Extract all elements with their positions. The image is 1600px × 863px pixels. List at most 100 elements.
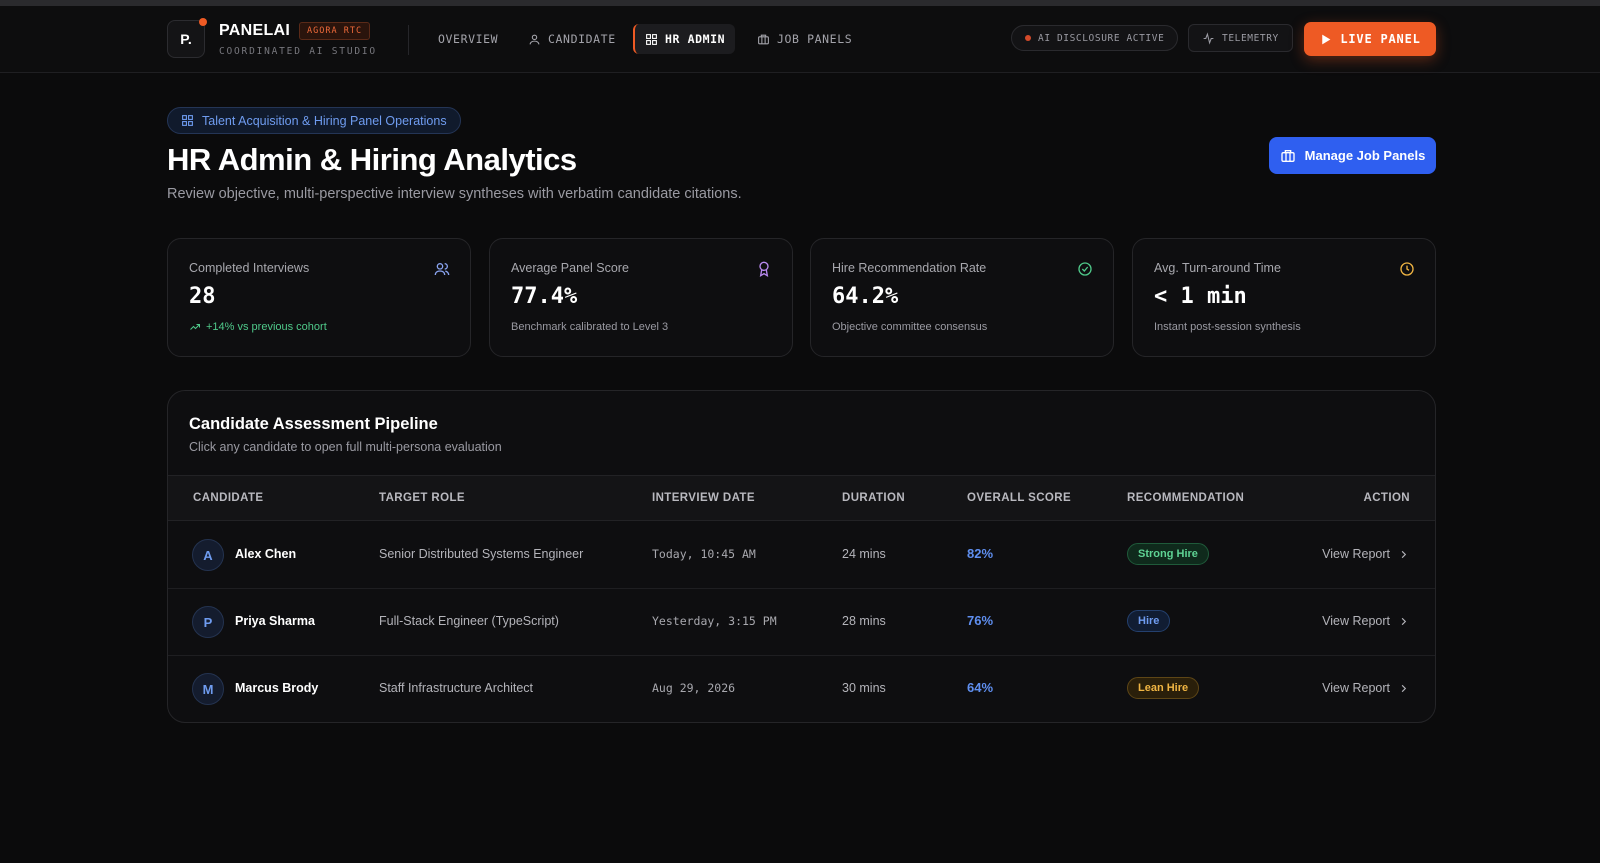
nav-candidate-label: CANDIDATE [548,32,616,46]
view-report-label: View Report [1322,614,1390,628]
stat-card-hire-recommendation-rate: Hire Recommendation Rate 64.2% Objective… [810,238,1114,357]
telemetry-button[interactable]: TELEMETRY [1188,24,1293,52]
target-role: Full-Stack Engineer (TypeScript) [379,614,559,628]
trending-up-icon [190,324,200,330]
candidate-name: Alex Chen [235,547,297,561]
stat-card-turnaround-time: Avg. Turn-around Time < 1 min Instant po… [1132,238,1436,357]
table-row[interactable]: P Priya Sharma Full-Stack Engineer (Type… [168,589,1435,656]
disclosure-dot [1025,35,1031,41]
view-report-link[interactable]: View Report [1322,681,1409,695]
view-report-label: View Report [1322,681,1390,695]
column-header-recommendation: RECOMMENDATION [1127,492,1245,504]
stat-trend: +14% vs previous cohort [189,321,327,333]
pipeline-title: Candidate Assessment Pipeline [189,415,438,433]
live-panel-button[interactable]: LIVE PANEL [1304,22,1436,56]
nav-overview-label: OVERVIEW [438,32,499,46]
view-report-link[interactable]: View Report [1322,614,1409,628]
duration: 30 mins [842,681,886,695]
column-header-action: ACTION [1363,492,1410,504]
nav-overview[interactable]: OVERVIEW [428,24,508,54]
column-header-candidate: CANDIDATE [193,492,264,504]
manage-job-panels-label: Manage Job Panels [1304,148,1426,163]
stat-label: Average Panel Score [511,261,629,275]
stat-card-completed-interviews: Completed Interviews 28 +14% vs previous… [167,238,471,357]
view-report-label: View Report [1322,547,1390,561]
interview-date: Aug 29, 2026 [652,681,736,695]
recommendation-badge: Hire [1127,610,1171,632]
live-panel-label: LIVE PANEL [1340,32,1421,46]
stat-value: 28 [189,284,216,309]
stat-foot: Benchmark calibrated to Level 3 [511,321,669,333]
chevron-right-icon [1401,617,1407,625]
logo[interactable]: P. [167,18,207,58]
interview-date: Yesterday, 3:15 PM [652,614,777,628]
chevron-right-icon [1401,684,1407,692]
nav-hr-admin-label: HR ADMIN [665,32,726,46]
top-strip [0,0,1600,6]
stat-value: 64.2% [832,284,899,309]
recommendation-badge: Lean Hire [1127,677,1200,699]
nav-job-panels-label: JOB PANELS [777,32,853,46]
users-icon [434,263,450,276]
stat-value: 77.4% [511,284,578,309]
column-header-target-role: TARGET ROLE [379,492,465,504]
brand-name: PANELAI [219,22,291,39]
column-header-interview-date: INTERVIEW DATE [652,492,755,504]
breadcrumb-label: Talent Acquisition & Hiring Panel Operat… [202,113,447,128]
award-icon [759,261,769,277]
manage-job-panels-button[interactable]: Manage Job Panels [1269,137,1436,174]
candidate-pipeline-card: Candidate Assessment Pipeline Click any … [167,390,1436,723]
clock-icon [1400,262,1414,276]
brand-tag: AGORA RTC [299,22,371,40]
logo-text: P. [180,31,192,47]
candidate-name: Marcus Brody [235,681,319,695]
stat-foot: Objective committee consensus [832,321,988,333]
page-title: HR Admin & Hiring Analytics [167,142,577,177]
stat-label: Avg. Turn-around Time [1154,261,1281,275]
table-row[interactable]: M Marcus Brody Staff Infrastructure Arch… [168,656,1435,722]
telemetry-label: TELEMETRY [1222,32,1279,44]
stat-label: Hire Recommendation Rate [832,261,987,275]
ai-disclosure-pill[interactable]: AI DISCLOSURE ACTIVE [1011,25,1179,51]
grid-icon [646,33,657,45]
table-row[interactable]: A Alex Chen Senior Distributed Systems E… [168,522,1435,589]
stat-value: < 1 min [1154,284,1247,309]
stat-card-average-panel-score: Average Panel Score 77.4% Benchmark cali… [489,238,793,357]
logo-status-dot [199,18,207,26]
column-header-duration: DURATION [842,492,906,504]
table-header: CANDIDATE TARGET ROLE INTERVIEW DATE DUR… [168,475,1435,521]
stat-foot-text: +14% vs previous cohort [206,321,327,333]
column-header-overall-score: OVERALL SCORE [967,492,1072,504]
duration: 24 mins [842,547,886,561]
overall-score: 76% [967,613,994,628]
briefcase-icon [758,34,769,44]
top-navbar: P. PANELAI AGORA RTC COORDINATED AI STUD… [0,6,1600,73]
nav-job-panels[interactable]: JOB PANELS [747,24,862,54]
avatar: A [192,539,224,571]
stat-foot: Instant post-session synthesis [1154,321,1301,333]
avatar: P [192,606,224,638]
target-role: Staff Infrastructure Architect [379,681,534,695]
nav-candidate[interactable]: CANDIDATE [518,24,626,54]
candidate-name: Priya Sharma [235,614,315,628]
breadcrumb: Talent Acquisition & Hiring Panel Operat… [167,107,461,134]
overall-score: 64% [967,680,994,695]
view-report-link[interactable]: View Report [1322,547,1409,561]
duration: 28 mins [842,614,886,628]
interview-date: Today, 10:45 AM [652,547,756,561]
avatar: M [192,673,224,705]
brand-subtitle: COORDINATED AI STUDIO [219,46,377,57]
check-circle-icon [1078,262,1092,276]
chevron-right-icon [1401,550,1407,558]
ai-disclosure-label: AI DISCLOSURE ACTIVE [1038,32,1165,44]
overall-score: 82% [967,546,994,561]
stat-label: Completed Interviews [189,261,310,275]
nav-hr-admin[interactable]: HR ADMIN [633,24,736,54]
target-role: Senior Distributed Systems Engineer [379,547,584,561]
pipeline-subtitle: Click any candidate to open full multi-p… [189,440,502,454]
page-subtitle: Review objective, multi-perspective inte… [167,186,742,202]
grid-icon [182,115,193,126]
nav-divider [408,25,409,55]
user-icon [529,34,540,44]
activity-icon [1203,31,1214,45]
